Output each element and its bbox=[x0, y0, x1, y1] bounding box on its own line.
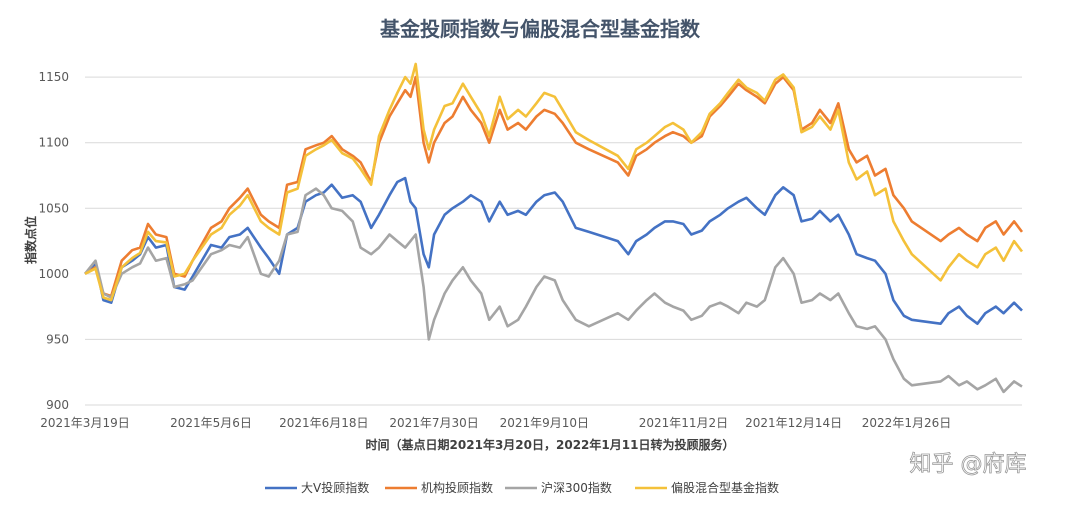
series-lines bbox=[83, 62, 1024, 394]
y-tick-label: 1150 bbox=[38, 70, 69, 84]
legend-label-1: 大V投顾指数 bbox=[301, 480, 369, 495]
watermark: 知乎 @府库 bbox=[910, 452, 1027, 477]
series-line-1 bbox=[84, 176, 1023, 325]
chart-title: 基金投顾指数与偏股混合型基金指数 bbox=[380, 17, 701, 41]
x-tick-label: 2021年6月18日 bbox=[279, 416, 368, 430]
series-line-2 bbox=[84, 75, 1024, 298]
series-line-3 bbox=[83, 187, 1023, 394]
x-axis-title: 时间（基点日期2021年3月20日，2022年1月11日转为投顾服务） bbox=[366, 437, 735, 452]
x-tick-label: 2021年12月14日 bbox=[745, 416, 842, 430]
gridlines bbox=[85, 76, 1022, 340]
y-tick-label: 1100 bbox=[38, 136, 69, 150]
x-tick-label: 2021年9月10日 bbox=[500, 416, 589, 430]
y-axis-ticks: 900 950 1000 1050 1100 1150 bbox=[38, 70, 69, 412]
y-tick-label: 1050 bbox=[38, 201, 69, 215]
legend-label-3: 沪深300指数 bbox=[541, 480, 612, 495]
x-tick-label: 2021年7月30日 bbox=[389, 416, 478, 430]
series-line-4 bbox=[84, 62, 1024, 302]
y-tick-label: 950 bbox=[46, 332, 69, 346]
legend-label-4: 偏股混合型基金指数 bbox=[671, 480, 779, 495]
x-tick-label: 2021年5月6日 bbox=[170, 416, 252, 430]
y-tick-label: 1000 bbox=[38, 267, 69, 281]
x-tick-label: 2021年11月2日 bbox=[639, 416, 728, 430]
x-tick-label: 2022年1月26日 bbox=[862, 416, 951, 430]
legend: 大V投顾指数 机构投顾指数 沪深300指数 偏股混合型基金指数 bbox=[265, 480, 779, 495]
x-axis-ticks: 2021年3月19日 2021年5月6日 2021年6月18日 2021年7月30日 2… bbox=[40, 416, 951, 430]
y-tick-label: 900 bbox=[46, 398, 69, 412]
x-tick-label: 2021年3月19日 bbox=[40, 416, 129, 430]
y-axis-title: 指数点位 bbox=[23, 216, 38, 264]
legend-label-2: 机构投顾指数 bbox=[421, 480, 493, 495]
